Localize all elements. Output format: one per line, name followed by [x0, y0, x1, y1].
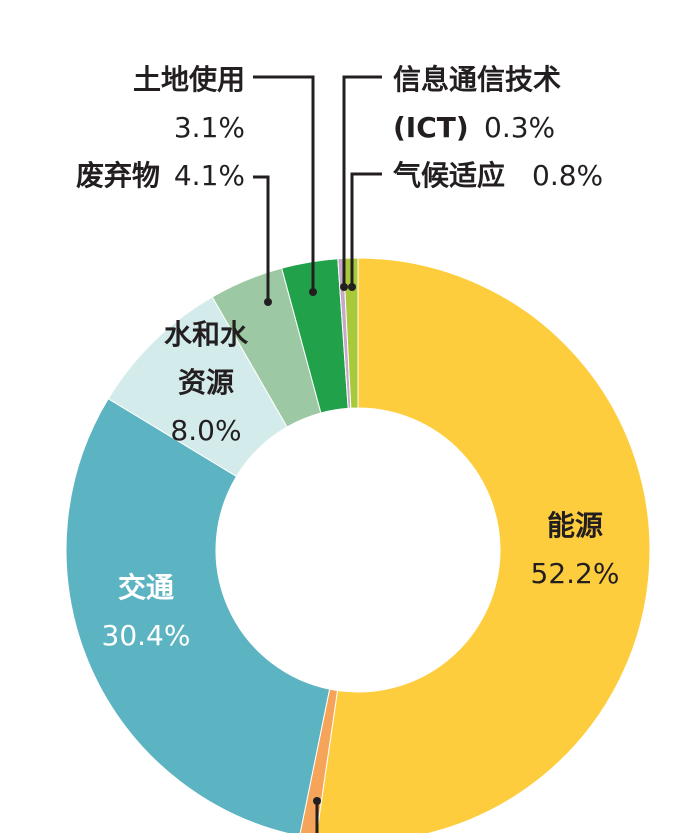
- label-ict-line1: 信息通信技术: [393, 63, 561, 96]
- slice-2: [65, 398, 331, 833]
- leader-ict-dot: [340, 283, 348, 291]
- label-ict-pct: 0.3%: [484, 111, 555, 144]
- leader-waste-dot: [264, 298, 272, 306]
- label-water-line2: 资源: [178, 366, 234, 399]
- label-transport-pct: 30.4%: [102, 619, 191, 652]
- label-waste-name: 废弃物: [76, 159, 160, 192]
- leader-lines: [253, 75, 382, 833]
- leader-waste: [253, 175, 270, 302]
- label-energy-name: 能源: [547, 509, 603, 542]
- leader-adapt-dot: [348, 283, 356, 291]
- label-water-line1: 水和水: [164, 318, 249, 351]
- label-adapt-name: 气候适应: [392, 159, 505, 192]
- label-land-pct: 3.1%: [174, 111, 245, 144]
- label-water-pct: 8.0%: [170, 414, 241, 447]
- label-land-name: 土地使用: [133, 63, 245, 96]
- slice-7: [342, 257, 359, 409]
- leader-ict: [342, 75, 382, 287]
- slice-0: [316, 257, 651, 833]
- label-transport-name: 交通: [118, 571, 174, 604]
- label-adapt-pct: 0.8%: [532, 159, 603, 192]
- label-waste-pct: 4.1%: [174, 159, 245, 192]
- leader-bottom-dot: [313, 797, 321, 805]
- leader-adapt: [350, 172, 382, 287]
- donut-slices: [65, 257, 651, 833]
- label-ict-line2: (ICT): [393, 111, 469, 144]
- leader-land-dot: [309, 288, 317, 296]
- leader-land: [253, 75, 315, 292]
- label-energy-pct: 52.2%: [531, 557, 620, 590]
